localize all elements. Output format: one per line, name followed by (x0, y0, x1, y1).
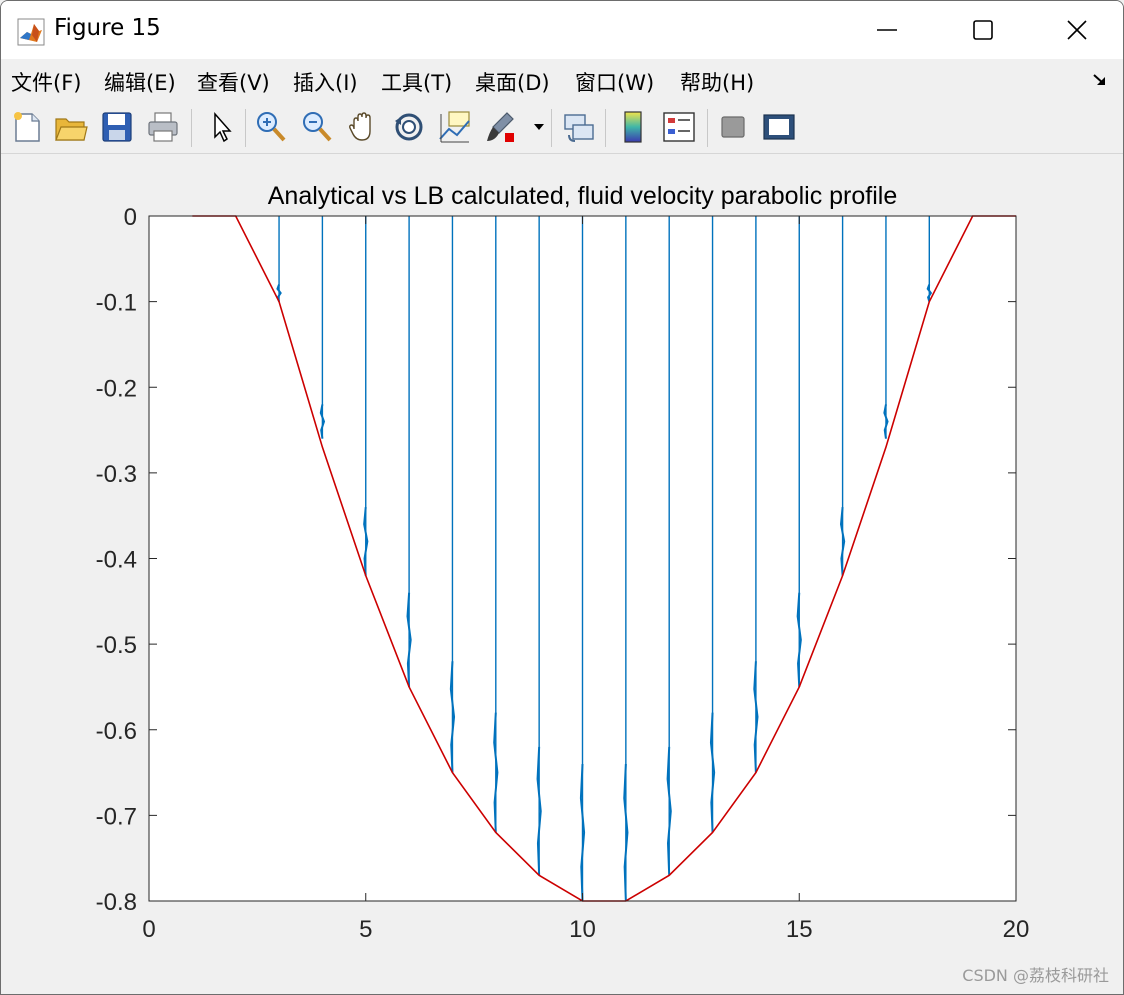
hide-plot-tools-icon[interactable] (715, 109, 751, 145)
zoom-in-icon[interactable] (253, 109, 289, 145)
x-tick-label: 5 (359, 916, 372, 943)
menu-edit[interactable]: 编辑(E) (104, 71, 176, 95)
link-plot-icon[interactable] (561, 109, 597, 145)
zoom-out-icon[interactable] (299, 109, 335, 145)
velocity-profile-chart[interactable]: Analytical vs LB calculated, fluid veloc… (2, 154, 1122, 994)
toolbar-separator (707, 109, 708, 147)
lb-oscillation (536, 746, 542, 876)
x-tick-label: 20 (1003, 916, 1030, 943)
pan-hand-icon[interactable] (345, 109, 381, 145)
print-icon[interactable] (145, 109, 181, 145)
y-tick-label: 0 (124, 204, 137, 231)
lb-oscillation (579, 763, 586, 902)
y-tick-label: -0.8 (96, 889, 137, 916)
x-tick-label: 0 (142, 916, 155, 943)
menu-insert[interactable]: 插入(I) (293, 71, 358, 95)
x-tick-label: 15 (786, 916, 813, 943)
open-file-icon[interactable] (53, 109, 89, 145)
matlab-icon (17, 18, 45, 46)
y-tick-label: -0.7 (96, 803, 137, 830)
menu-view[interactable]: 查看(V) (197, 71, 270, 95)
menu-bar: 文件(F) 编辑(E) 查看(V) 插入(I) 工具(T) 桌面(D) 窗口(W… (1, 59, 1123, 101)
dock-arrow-icon[interactable] (1091, 71, 1109, 89)
insert-legend-icon[interactable] (661, 109, 697, 145)
lb-oscillation (839, 507, 846, 576)
minimize-button[interactable] (841, 1, 933, 59)
rotate-3d-icon[interactable] (391, 109, 427, 145)
save-icon[interactable] (99, 109, 135, 145)
select-pointer-icon[interactable] (203, 109, 239, 145)
new-figure-icon[interactable] (9, 109, 45, 145)
lb-oscillation (363, 507, 369, 576)
menu-desktop[interactable]: 桌面(D) (475, 71, 550, 95)
lb-oscillation (449, 661, 456, 773)
close-icon (1067, 20, 1087, 40)
y-tick-label: -0.4 (96, 547, 137, 574)
watermark-text: CSDN @荔枝科研社 (962, 966, 1109, 985)
figure-toolbar (1, 101, 1123, 154)
menu-tools[interactable]: 工具(T) (381, 71, 453, 95)
insert-colorbar-icon[interactable] (615, 109, 651, 145)
menu-window[interactable]: 窗口(W) (575, 71, 655, 95)
y-tick-label: -0.2 (96, 375, 137, 402)
close-button[interactable] (1031, 1, 1123, 59)
lb-oscillation (883, 404, 889, 439)
data-cursor-icon[interactable] (437, 109, 473, 145)
menu-help[interactable]: 帮助(H) (680, 71, 755, 95)
brush-icon[interactable] (483, 109, 519, 145)
lb-oscillation (926, 284, 933, 302)
y-tick-label: -0.5 (96, 632, 137, 659)
lb-oscillation (623, 763, 629, 902)
show-plot-tools-icon[interactable] (761, 109, 797, 145)
y-tick-label: -0.6 (96, 718, 137, 745)
lb-oscillation (406, 592, 412, 687)
toolbar-separator (191, 109, 192, 147)
lb-oscillation (666, 746, 672, 876)
minimize-icon (877, 29, 897, 31)
toolbar-separator (245, 109, 246, 147)
window-title: Figure 15 (54, 15, 161, 41)
lb-oscillation (493, 712, 499, 833)
y-tick-label: -0.1 (96, 290, 137, 317)
maximize-button[interactable] (937, 1, 1029, 59)
chart-title: Analytical vs LB calculated, fluid veloc… (268, 182, 897, 210)
brush-dropdown-icon[interactable] (533, 123, 545, 131)
lb-oscillation (319, 404, 326, 439)
title-bar: Figure 15 (1, 1, 1123, 59)
lb-oscillation (753, 661, 759, 773)
toolbar-separator (551, 109, 552, 147)
toolbar-separator (605, 109, 606, 147)
lb-oscillation (709, 712, 716, 833)
figure-canvas: Analytical vs LB calculated, fluid veloc… (2, 154, 1122, 994)
maximize-icon (973, 20, 993, 40)
lb-oscillation (796, 592, 802, 687)
menu-file[interactable]: 文件(F) (11, 71, 82, 95)
x-tick-label: 10 (569, 916, 596, 943)
y-tick-label: -0.3 (96, 461, 137, 488)
